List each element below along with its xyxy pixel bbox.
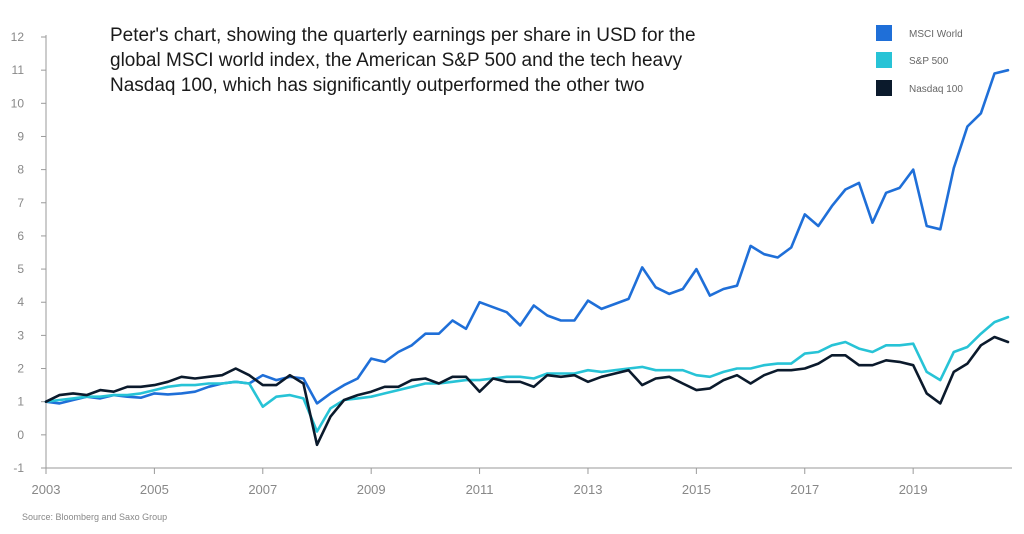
x-tick-label: 2015 [682, 482, 711, 497]
x-tick-label: 2017 [790, 482, 819, 497]
y-tick-label: 1 [17, 395, 24, 409]
y-tick-label: 11 [12, 63, 25, 77]
series-line-s-p-500 [44, 315, 1010, 433]
chart-title-line-2: global MSCI world index, the American S&… [110, 50, 683, 71]
legend: MSCI World S&P 500 Nasdaq 100 [876, 25, 963, 96]
y-tick-label: 6 [17, 229, 24, 243]
legend-swatch-msci-world [876, 25, 892, 41]
legend-label-nasdaq-100: Nasdaq 100 [909, 84, 963, 95]
x-axis: 2003 2005 2007 2009 2011 2013 2015 2017 2019 [32, 467, 1012, 497]
y-tick-label: 7 [17, 196, 24, 210]
y-tick-label: 9 [17, 129, 24, 143]
series-lines [44, 68, 1010, 447]
legend-label-msci-world: MSCI World [909, 29, 963, 40]
y-tick-label: 2 [17, 362, 24, 376]
y-tick-label: 10 [11, 96, 25, 110]
y-tick-label: 4 [17, 295, 24, 309]
x-tick-label: 2005 [140, 482, 169, 497]
y-tick-label: 5 [17, 262, 24, 276]
series-line-nasdaq-100 [44, 335, 1010, 447]
chart-title-line-1: Peter's chart, showing the quarterly ear… [110, 25, 696, 46]
y-tick-label: 12 [11, 30, 25, 44]
legend-swatch-nasdaq-100 [876, 80, 892, 96]
y-tick-label: 3 [17, 328, 24, 342]
y-tick-label: 8 [17, 163, 24, 177]
x-tick-label: 2009 [357, 482, 386, 497]
x-tick-label: 2003 [32, 482, 61, 497]
series-line-msci-world [44, 68, 1010, 405]
chart-title-line-3: Nasdaq 100, which has significantly outp… [110, 75, 644, 96]
x-tick-label: 2007 [248, 482, 277, 497]
source-note: Source: Bloomberg and Saxo Group [22, 512, 167, 522]
legend-label-sp500: S&P 500 [909, 56, 949, 67]
x-tick-label: 2013 [574, 482, 603, 497]
chart-title: Peter's chart, showing the quarterly ear… [110, 25, 696, 96]
x-tick-label: 2011 [466, 482, 494, 497]
y-tick-label: -1 [13, 461, 24, 475]
y-tick-label: 0 [17, 428, 24, 442]
x-tick-label: 2019 [899, 482, 928, 497]
legend-swatch-sp500 [876, 52, 892, 68]
